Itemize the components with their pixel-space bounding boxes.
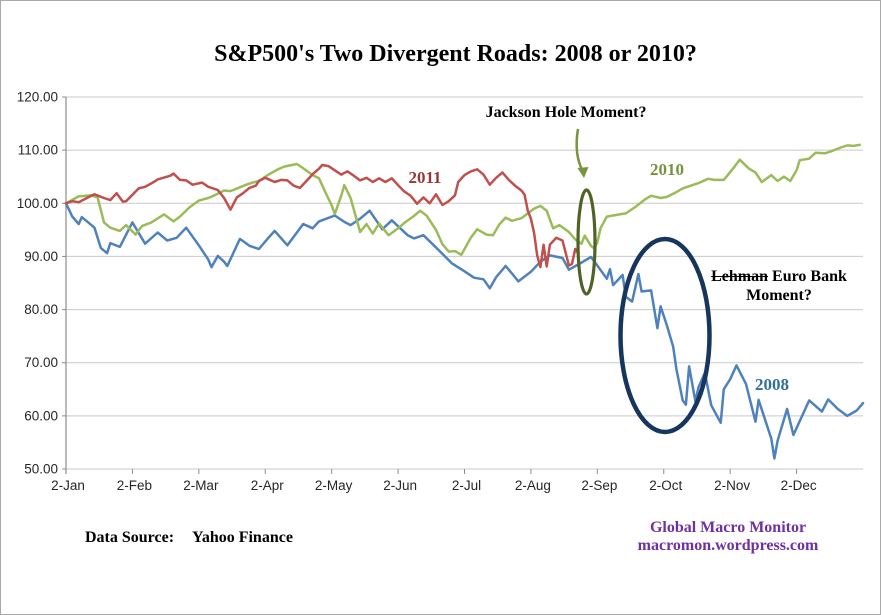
data-source-value: Yahoo Finance: [192, 529, 293, 546]
annotation-euro-bank-text: Euro Bank: [768, 268, 847, 285]
jackson-hole-arrow-head: [577, 167, 589, 178]
y-tick-label: 50.00: [24, 462, 58, 477]
y-tick-label: 110.00: [18, 143, 58, 158]
chart-title: S&P500's Two Divergent Roads: 2008 or 20…: [214, 41, 697, 67]
credit-site-name: Global Macro Monitor: [649, 519, 807, 536]
credit-block: Global Macro Monitor macromon.wordpress.…: [623, 519, 833, 555]
data-source-note: Data Source: Yahoo Finance: [85, 529, 293, 547]
annotation-euro-bank: Lehman Euro Bank Moment?: [694, 267, 864, 305]
series-label-2011: 2011: [408, 168, 442, 187]
x-tick-label: 2-Oct: [649, 478, 682, 493]
series-line-2010: [64, 143, 862, 257]
euro-bank-ellipse: [618, 236, 712, 435]
x-tick-label: 2-May: [315, 478, 353, 493]
data-source-label: Data Source:: [85, 529, 175, 546]
annotation-jackson-hole: Jackson Hole Moment?: [485, 104, 647, 121]
x-tick-label: 2-Feb: [117, 478, 152, 493]
x-tick-label: 2-Jun: [383, 478, 417, 493]
y-tick-label: 70.00: [24, 355, 58, 370]
x-tick-label: 2-Aug: [515, 478, 551, 493]
y-tick-label: 60.00: [24, 408, 58, 423]
x-tick-label: 2-Dec: [781, 478, 817, 493]
annotation-lehman-struck: Lehman: [711, 268, 769, 285]
x-tick-label: 2-Apr: [251, 478, 285, 493]
y-tick-label: 100.00: [17, 196, 58, 211]
y-tick-label: 120.00: [17, 90, 58, 105]
series-label-2008: 2008: [755, 375, 789, 394]
y-tick-label: 80.00: [24, 302, 58, 317]
x-tick-label: 2-Sep: [581, 478, 617, 493]
x-tick-label: 2-Jan: [51, 478, 85, 493]
x-tick-label: 2-Mar: [183, 478, 219, 493]
annotation-moment-text: Moment?: [746, 287, 812, 304]
y-tick-label: 90.00: [24, 249, 58, 264]
series-label-2010: 2010: [650, 160, 684, 179]
series-line-2011: [64, 163, 580, 269]
x-tick-label: 2-Jul: [452, 478, 481, 493]
credit-site-url: macromon.wordpress.com: [637, 537, 819, 554]
x-tick-label: 2-Nov: [714, 478, 750, 493]
jackson-hole-ellipse: [576, 188, 597, 296]
series-line-2008: [64, 202, 865, 460]
